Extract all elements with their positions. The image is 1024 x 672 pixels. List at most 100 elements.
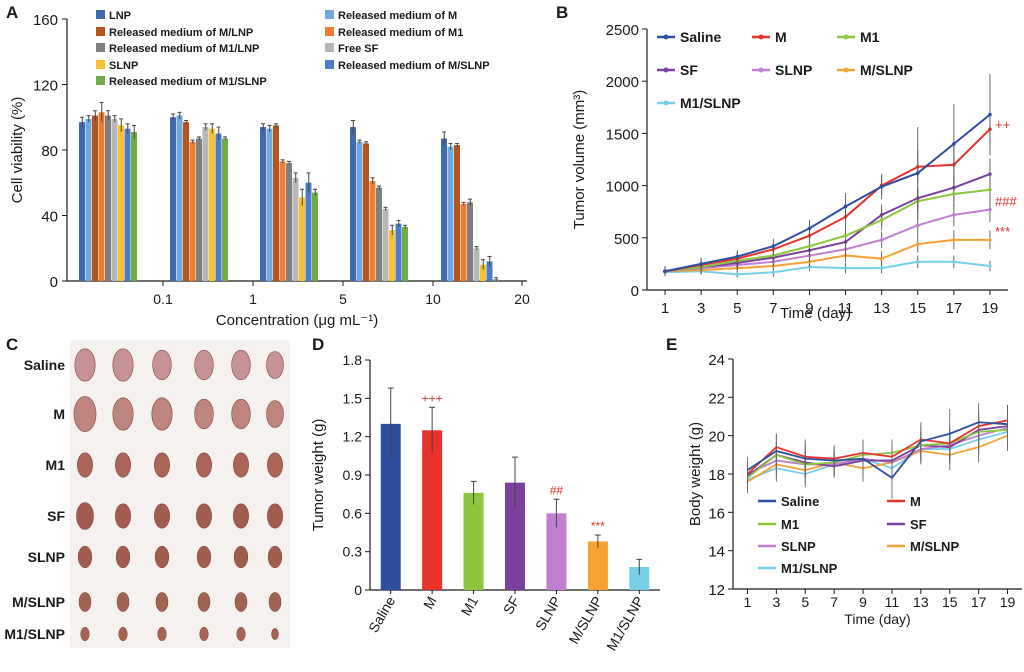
b-point: [915, 260, 920, 264]
a-bar-slnp: [480, 264, 486, 281]
e-x-tick-label: 19: [1000, 594, 1016, 610]
a-legend-label: Free SF: [338, 43, 379, 55]
a-bar-released-medium-of-m: [176, 115, 183, 281]
a-y-tick-label: 0: [50, 274, 58, 291]
b-x-tick-label: 3: [697, 300, 705, 317]
d-y-tick-label: 0.6: [343, 505, 363, 521]
c-tumor-sample: [115, 452, 131, 478]
a-legend-swatch: [325, 10, 334, 19]
a-bar-slnp: [118, 125, 124, 281]
a-legend-label: LNP: [109, 10, 131, 22]
c-tumor-sample: [78, 592, 92, 612]
d-bar-sf: [505, 482, 525, 590]
c-tumor-sample: [115, 545, 131, 569]
c-tumor-sample: [115, 503, 131, 529]
c-photo-background: [70, 340, 290, 648]
e-x-tick-label: 5: [801, 594, 809, 610]
b-point: [915, 242, 920, 246]
e-line-saline: [746, 421, 1008, 480]
a-bar-released-medium-of-m-slnp: [124, 128, 131, 281]
a-legend-swatch: [96, 10, 105, 19]
d-x-tick-label: SF: [500, 594, 523, 617]
b-y-tick-label: 500: [614, 231, 639, 248]
b-point: [807, 226, 812, 231]
c-tumor-sample: [233, 545, 249, 569]
e-x-axis-title: Time (day): [844, 611, 910, 627]
c-tumor-sample: [194, 398, 214, 430]
c-tumor-sample: [236, 626, 246, 642]
b-legend-label: M/SLNP: [860, 62, 913, 78]
c-row-label: M/SLNP: [12, 594, 65, 610]
a-bar-released-medium-of-m1: [98, 112, 105, 282]
a-legend-swatch: [96, 43, 105, 52]
e-y-tick-label: 16: [708, 505, 725, 522]
d-y-tick-label: 1.8: [343, 352, 363, 368]
a-legend-swatch: [96, 60, 105, 69]
c-tumor-sample: [73, 396, 97, 432]
b-point: [988, 264, 992, 268]
b-x-tick-label: 15: [909, 300, 926, 317]
a-bar-lnp: [79, 122, 85, 281]
a-bar-released-medium-of-m-slnp: [305, 182, 312, 281]
a-bar-released-medium-of-m-lnp: [183, 122, 189, 281]
c-tumor-sample: [76, 502, 94, 530]
e-line-m1-slnp: [747, 430, 1008, 481]
a-bar-slnp: [389, 230, 395, 281]
c-tumor-sample: [118, 626, 128, 642]
e-line-m-slnp: [746, 434, 1008, 483]
b-point: [771, 270, 776, 275]
panel-label-c: C: [6, 335, 18, 354]
c-tumor-sample: [267, 503, 283, 529]
b-legend-marker: [663, 100, 669, 106]
d-annotation: ***: [591, 519, 605, 533]
c-tumor-sample: [267, 545, 283, 569]
b-line-m: [664, 128, 991, 273]
e-x-tick-label: 1: [744, 594, 752, 610]
b-point: [735, 272, 740, 277]
c-tumor-sample: [80, 626, 90, 642]
b-legend-label: M1/SLNP: [680, 95, 741, 111]
panel-c-tumor-photo: Saline M M1 SF SLNP M/SLNP M1/SLNP: [4, 340, 290, 648]
a-legend-label: Released medium of M1: [338, 27, 463, 39]
b-x-tick-label: 19: [982, 300, 999, 317]
e-line-m: [746, 419, 1008, 475]
c-tumor-sample: [112, 348, 134, 382]
b-legend-marker: [663, 67, 669, 73]
a-legend-swatch: [96, 27, 105, 36]
b-legend-marker: [758, 34, 764, 40]
e-x-tick-label: 3: [772, 594, 780, 610]
d-annotation: +++: [422, 391, 443, 405]
b-annotation-slnp: ###: [995, 194, 1017, 209]
c-row-label: SF: [47, 508, 65, 524]
b-point: [807, 265, 812, 269]
b-y-tick-label: 1500: [606, 126, 639, 143]
c-tumor-sample: [271, 628, 279, 640]
a-bar-free-sf: [202, 127, 209, 281]
d-x-tick-label: Saline: [365, 593, 398, 635]
a-bar-slnp: [299, 197, 305, 281]
b-point: [843, 233, 848, 238]
a-bar-free-sf: [111, 118, 118, 281]
a-bar-released-medium-of-m: [447, 146, 454, 281]
panel-label-a: A: [6, 3, 18, 22]
c-tumor-sample: [155, 592, 169, 612]
a-bar-released-medium-of-m1-lnp: [376, 187, 382, 281]
a-bar-lnp: [441, 138, 447, 281]
d-y-axis-title: Tumor weight (g): [310, 419, 327, 532]
a-legend-swatch: [325, 60, 334, 69]
c-tumor-sample: [116, 592, 130, 612]
b-legend-marker: [843, 34, 849, 40]
b-point: [952, 213, 956, 217]
a-bar-released-medium-of-m: [266, 128, 273, 281]
a-bar-released-medium-of-m1-lnp: [467, 202, 473, 281]
d-x-tick-label: M: [420, 594, 440, 612]
c-row-label: M1: [46, 457, 66, 473]
b-point: [879, 238, 884, 242]
a-legend-label: Released medium of M/SLNP: [338, 60, 490, 72]
b-legend-marker: [663, 34, 669, 40]
b-x-tick-label: 9: [805, 300, 813, 317]
d-x-tick-label: M1: [458, 593, 482, 618]
c-row-label: SLNP: [28, 549, 65, 565]
